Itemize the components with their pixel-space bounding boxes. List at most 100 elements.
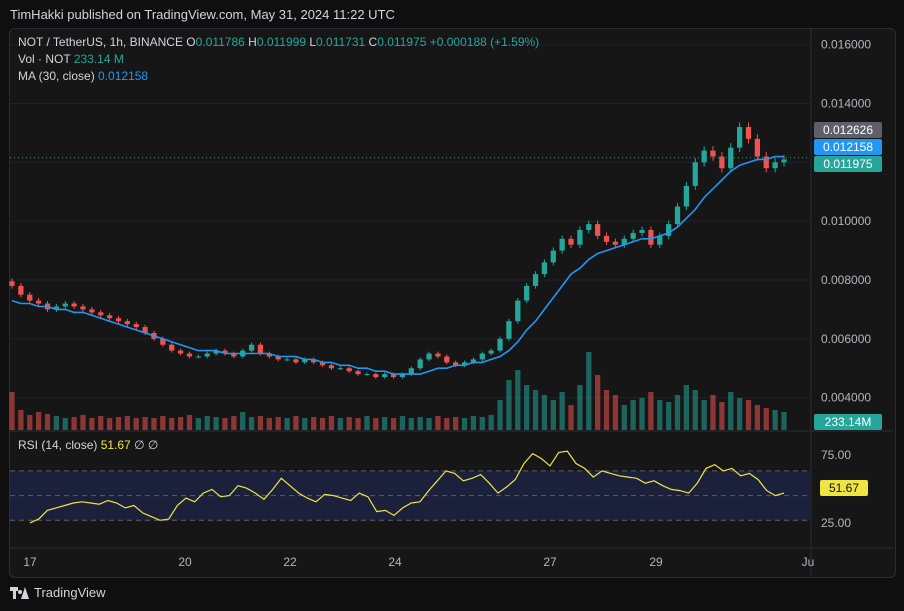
candle-body: [346, 368, 352, 372]
volume-bar: [257, 416, 264, 430]
candle-body: [532, 274, 539, 286]
time-tick-label: 27: [543, 555, 557, 569]
change-value: +0.000188 (+1.59%): [429, 35, 540, 49]
candle-body: [275, 356, 281, 360]
volume-bar: [355, 418, 361, 430]
time-tick-label: 17: [23, 555, 37, 569]
low-label: L: [309, 35, 317, 49]
candle-body: [506, 321, 512, 339]
candle-body: [435, 353, 441, 357]
candle-body: [426, 353, 432, 360]
time-axis[interactable]: 17 20 22 24 27 29 Ju: [23, 555, 814, 569]
candle-body: [524, 285, 530, 301]
volume-bar: [621, 405, 627, 430]
volume-bar: [364, 416, 370, 430]
volume-bar: [62, 418, 68, 430]
volume-bar: [639, 398, 645, 430]
price-tick-label: 0.010000: [821, 214, 871, 228]
candle-body: [444, 356, 450, 363]
volume-bar: [728, 392, 734, 430]
volume-bar: [648, 392, 654, 430]
close-label: C: [368, 35, 378, 49]
volume-bar: [275, 417, 281, 430]
candle-body: [195, 356, 201, 358]
volume-bar: [453, 417, 459, 430]
candle-body: [115, 318, 122, 322]
candle-body: [692, 162, 698, 186]
volume-bar: [701, 400, 707, 430]
volume-bar: [524, 385, 530, 430]
candle-body: [417, 359, 423, 369]
candle-body: [657, 235, 663, 245]
volume-bar: [195, 418, 201, 430]
volume-bar: [772, 410, 778, 430]
volume-bar: [53, 416, 59, 430]
price-tick-label: 0.006000: [821, 332, 871, 346]
candle-body: [382, 374, 388, 378]
tradingview-logo-icon: [10, 586, 29, 599]
price-tick-label: 0.004000: [821, 391, 871, 405]
volume-bar: [382, 417, 388, 430]
candle-body: [453, 362, 459, 366]
candle-body: [293, 359, 299, 363]
candle-body: [133, 324, 139, 328]
volume-bars: [9, 352, 787, 430]
high-marker-price-box: 0.012626: [814, 122, 882, 138]
candle-body: [18, 285, 24, 295]
rsi-label: RSI (14, close): [18, 438, 98, 452]
candle-body: [169, 344, 175, 351]
candle-body: [683, 185, 690, 207]
volume-bar: [27, 415, 33, 430]
volume-bar: [204, 416, 210, 430]
candle-body: [62, 303, 68, 307]
volume-bar: [745, 400, 752, 430]
volume-bar: [248, 417, 255, 430]
candle-body: [248, 344, 255, 351]
publisher-line: TimHakki published on TradingView.com, M…: [10, 7, 395, 22]
grid-lines: [10, 44, 810, 399]
candle-body: [666, 224, 672, 236]
candle-body: [461, 362, 468, 366]
ma-legend[interactable]: MA (30, close) 0.012158: [18, 69, 148, 83]
volume-bar: [240, 412, 246, 430]
volume-bar: [515, 370, 521, 430]
volume-bar: [35, 412, 42, 430]
volume-bar: [293, 416, 299, 430]
low-value: 0.011731: [316, 35, 366, 49]
volume-legend[interactable]: Vol · NOT 233.14 M: [18, 52, 124, 66]
candle-body: [488, 350, 494, 354]
volume-bar: [89, 418, 95, 430]
volume-bar: [630, 400, 636, 430]
candle-body: [71, 303, 77, 307]
candle-body: [89, 309, 95, 313]
volume-bar: [559, 392, 565, 430]
candle-body: [124, 321, 130, 325]
volume-bar: [346, 417, 352, 430]
volume-bar: [124, 416, 130, 430]
candle-body: [586, 224, 592, 230]
high-label: H: [248, 35, 257, 49]
price-tick-label: 0.008000: [821, 273, 871, 287]
candle-body: [541, 262, 548, 275]
footer[interactable]: TradingView: [10, 585, 106, 600]
symbol-legend[interactable]: NOT / TetherUS, 1h, BINANCE O0.011786 H0…: [18, 35, 539, 49]
last-price-box: 0.011975: [814, 156, 882, 172]
volume-bar: [337, 418, 343, 430]
ma-value: 0.012158: [98, 69, 149, 83]
candle-body: [568, 238, 574, 245]
rsi-legend[interactable]: RSI (14, close) 51.67 ∅ ∅: [18, 438, 158, 452]
candle-body: [612, 241, 619, 245]
time-tick-label: 24: [388, 555, 402, 569]
time-tick-label: Ju: [802, 555, 815, 569]
volume-bar: [754, 405, 761, 430]
volume-bar: [541, 395, 548, 430]
candle-body: [595, 224, 601, 236]
volume-bar: [71, 417, 77, 430]
volume-bar: [44, 414, 51, 430]
price-axis[interactable]: 0.0160000.0140000.0120000.0100000.008000…: [821, 38, 871, 405]
volume-bar: [683, 385, 690, 430]
volume-bar: [160, 416, 166, 430]
volume-bar: [98, 416, 104, 430]
candle-body: [479, 353, 485, 360]
